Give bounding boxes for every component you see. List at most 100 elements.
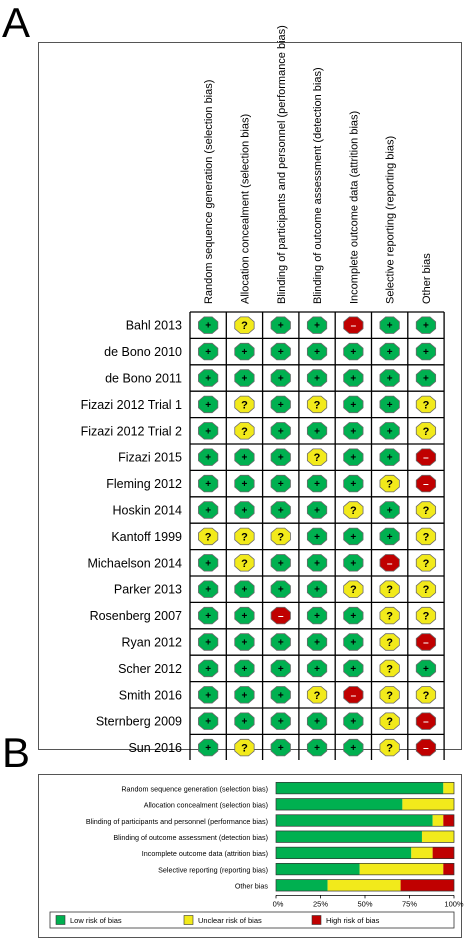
risk-of-bias-summary: Random sequence generation (selection bi… (81, 25, 445, 760)
rating-marker (306, 527, 328, 546)
rating-marker (379, 686, 400, 704)
rating-cell: + (198, 422, 219, 440)
bar-outline (275, 830, 455, 843)
rating-marker (343, 686, 364, 704)
rating-symbol: + (205, 479, 211, 490)
rating-symbol: + (205, 664, 211, 675)
rating-cell: ? (379, 686, 400, 704)
rating-marker (306, 342, 328, 361)
rating-cell: ? (234, 422, 255, 440)
rating-cell: + (198, 686, 219, 704)
rating-marker (415, 527, 437, 546)
rating-cell: + (198, 501, 219, 519)
rating-cell: + (415, 342, 437, 361)
rating-marker (270, 369, 291, 387)
rating-symbol: + (278, 321, 284, 332)
rating-cell: + (415, 659, 437, 678)
rating-symbol: ? (386, 690, 393, 702)
rating-symbol: + (314, 743, 320, 754)
rating-cell: + (343, 554, 364, 572)
bar-outline (275, 846, 455, 860)
rating-marker (306, 633, 328, 651)
bar-segment (443, 863, 454, 875)
x-tick-label: 0% (273, 899, 284, 908)
rating-cell: + (343, 738, 364, 757)
rating-cell: + (343, 395, 364, 414)
rating-symbol: + (350, 426, 356, 437)
rating-marker (198, 474, 219, 493)
rating-marker (415, 712, 437, 730)
rating-cell: + (306, 422, 328, 440)
rating-cell: + (198, 633, 219, 651)
rating-cell: + (198, 474, 219, 493)
column-header: Selective reporting (reporting bias) (385, 136, 397, 304)
rating-symbol: ? (241, 320, 248, 332)
rating-cell: – (415, 448, 437, 466)
rating-marker (343, 606, 364, 625)
rating-cell: + (306, 474, 328, 493)
rating-marker (306, 606, 328, 625)
rating-marker (415, 342, 437, 361)
rating-marker (306, 501, 328, 519)
rating-marker (234, 659, 255, 678)
rating-cell: + (379, 527, 400, 546)
rating-cell: + (234, 448, 255, 466)
rating-marker (270, 659, 291, 678)
rating-cell: + (343, 527, 364, 546)
rating-marker (270, 316, 291, 334)
rating-symbol: ? (386, 663, 393, 675)
rating-marker (343, 316, 364, 334)
rating-cell: + (270, 659, 291, 678)
rating-cell: ? (234, 316, 255, 334)
rating-symbol: + (242, 347, 248, 358)
rating-cell: ? (234, 738, 255, 757)
rating-cell: + (270, 422, 291, 440)
bar-outline (275, 781, 455, 795)
rating-cell: + (379, 448, 400, 466)
rating-cell: + (270, 316, 291, 334)
rating-cell: + (379, 395, 400, 414)
bar-segment (402, 798, 454, 811)
rating-cell: + (198, 369, 219, 387)
column-header: Allocation concealment (selection bias) (239, 114, 251, 304)
rating-cell: ? (270, 527, 291, 546)
rating-symbol: + (278, 400, 284, 411)
rating-marker (270, 738, 291, 757)
rating-cell: ? (415, 686, 437, 704)
rating-marker (234, 633, 255, 651)
rating-cell: + (234, 501, 255, 519)
rating-symbol: + (350, 347, 356, 358)
study-label: Scher 2012 (118, 662, 182, 676)
rating-cell: + (306, 606, 328, 625)
rating-cell: + (270, 554, 291, 572)
x-tick-label: 75% (402, 899, 417, 908)
rating-marker (415, 369, 437, 387)
rating-marker (415, 633, 437, 651)
panel-a-letter: A (2, 0, 31, 46)
rating-symbol: + (242, 479, 248, 490)
rating-cell: + (234, 659, 255, 678)
rating-symbol: + (387, 321, 393, 332)
rating-marker (379, 501, 400, 519)
rating-symbol: ? (205, 531, 212, 543)
rating-symbol: ? (241, 399, 248, 411)
rating-cell: + (198, 606, 219, 625)
rating-symbol: + (350, 743, 356, 754)
study-label: Bahl 2013 (126, 319, 182, 333)
rating-symbol: + (205, 426, 211, 437)
rating-cell: ? (379, 580, 400, 598)
rating-marker (234, 369, 255, 387)
rating-symbol: + (387, 347, 393, 358)
risk-of-bias-graph-frame (38, 774, 462, 938)
bar-segment (276, 863, 360, 875)
rating-symbol: – (351, 321, 357, 332)
bar-segment (443, 782, 454, 794)
rating-symbol: ? (350, 505, 357, 517)
rating-symbol: + (314, 426, 320, 437)
rating-symbol: + (314, 479, 320, 490)
rating-marker (379, 395, 400, 414)
rating-marker (379, 633, 400, 651)
rating-cell: + (234, 474, 255, 493)
rating-symbol: ? (423, 531, 430, 543)
rating-marker (415, 606, 437, 625)
